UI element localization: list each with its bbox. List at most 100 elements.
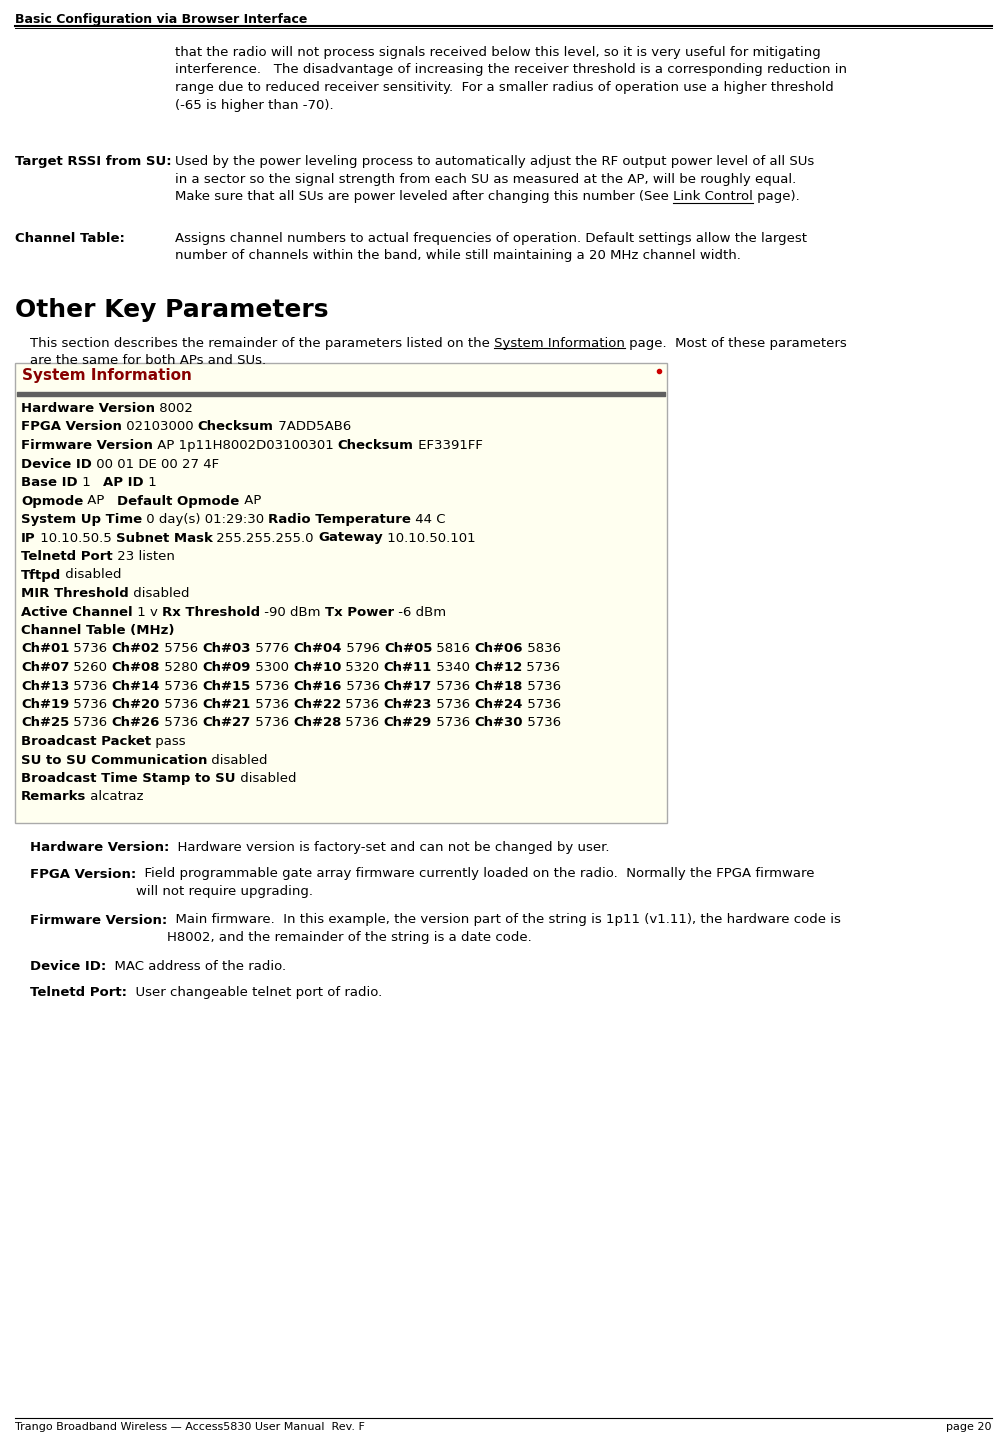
Text: Assigns channel numbers to actual frequencies of operation. Default settings all: Assigns channel numbers to actual freque… — [175, 232, 807, 262]
Text: Ch#19: Ch#19 — [21, 698, 69, 711]
Text: Ch#21: Ch#21 — [202, 698, 251, 711]
Text: Ch#11: Ch#11 — [384, 660, 432, 673]
Text: Hardware Version: Hardware Version — [21, 402, 155, 415]
Text: 1: 1 — [78, 476, 103, 489]
Text: Ch#18: Ch#18 — [474, 679, 523, 692]
Text: disabled: disabled — [236, 771, 296, 784]
Text: 5756: 5756 — [160, 643, 202, 656]
Text: Ch#04: Ch#04 — [293, 643, 341, 656]
Text: Checksum: Checksum — [338, 438, 414, 451]
Text: 5736: 5736 — [251, 717, 293, 730]
Text: Device ID: Device ID — [21, 457, 92, 470]
Text: This section describes the remainder of the parameters listed on the System Info: This section describes the remainder of … — [30, 337, 847, 368]
Text: Remarks: Remarks — [21, 790, 87, 803]
Text: Ch#08: Ch#08 — [112, 660, 160, 673]
Text: 5736: 5736 — [432, 679, 474, 692]
Text: AP ID: AP ID — [103, 476, 144, 489]
Text: 5736: 5736 — [523, 660, 561, 673]
Text: FPGA Version:: FPGA Version: — [30, 868, 136, 881]
Text: 5340: 5340 — [432, 660, 474, 673]
Text: that the radio will not process signals received below this level, so it is very: that the radio will not process signals … — [175, 46, 847, 111]
Text: Ch#02: Ch#02 — [112, 643, 160, 656]
Text: disabled: disabled — [61, 568, 122, 581]
Text: System Information: System Information — [22, 368, 192, 384]
Text: 5796: 5796 — [341, 643, 384, 656]
Text: Base ID: Base ID — [21, 476, 78, 489]
Text: Main firmware.  In this example, the version part of the string is 1p11 (v1.11),: Main firmware. In this example, the vers… — [167, 913, 841, 945]
Text: disabled: disabled — [207, 754, 268, 767]
Text: 5816: 5816 — [432, 643, 474, 656]
Text: 1 v: 1 v — [133, 606, 162, 619]
Text: AP: AP — [240, 495, 261, 508]
Text: Ch#28: Ch#28 — [293, 717, 341, 730]
Text: Broadcast Packet: Broadcast Packet — [21, 735, 151, 748]
Text: Ch#27: Ch#27 — [202, 717, 251, 730]
Text: 5280: 5280 — [160, 660, 202, 673]
Text: 5260: 5260 — [69, 660, 112, 673]
Text: 5736: 5736 — [69, 698, 112, 711]
Text: Ch#16: Ch#16 — [293, 679, 341, 692]
Text: 5736: 5736 — [69, 643, 112, 656]
Text: MIR Threshold: MIR Threshold — [21, 587, 129, 600]
Text: AP 1p11H8002D03100301: AP 1p11H8002D03100301 — [153, 438, 338, 451]
Text: 10.10.50.5: 10.10.50.5 — [35, 532, 116, 545]
Text: Ch#09: Ch#09 — [202, 660, 251, 673]
Text: 5736: 5736 — [341, 679, 384, 692]
Text: SU to SU Communication: SU to SU Communication — [21, 754, 207, 767]
Text: Target RSSI from SU:: Target RSSI from SU: — [15, 154, 171, 169]
Text: 44 C: 44 C — [412, 513, 446, 526]
Text: 5736: 5736 — [432, 698, 474, 711]
Text: Rx Threshold: Rx Threshold — [162, 606, 260, 619]
Text: 5736: 5736 — [523, 717, 561, 730]
Text: Hardware version is factory-set and can not be changed by user.: Hardware version is factory-set and can … — [169, 841, 610, 854]
FancyBboxPatch shape — [15, 363, 667, 823]
Text: 5736: 5736 — [160, 698, 202, 711]
Text: 0 day(s) 01:29:30: 0 day(s) 01:29:30 — [142, 513, 269, 526]
Text: Ch#14: Ch#14 — [112, 679, 160, 692]
Text: Ch#23: Ch#23 — [384, 698, 432, 711]
Text: Device ID:: Device ID: — [30, 959, 107, 972]
Text: 255.255.255.0: 255.255.255.0 — [212, 532, 318, 545]
Text: 5736: 5736 — [160, 679, 202, 692]
Text: disabled: disabled — [129, 587, 189, 600]
Text: User changeable telnet port of radio.: User changeable telnet port of radio. — [127, 986, 383, 999]
Text: Firmware Version: Firmware Version — [21, 438, 153, 451]
Text: Ch#25: Ch#25 — [21, 717, 69, 730]
Text: Ch#17: Ch#17 — [384, 679, 432, 692]
Text: 5736: 5736 — [69, 679, 112, 692]
Text: 5736: 5736 — [523, 679, 561, 692]
Text: FPGA Version: FPGA Version — [21, 421, 122, 434]
Text: Ch#24: Ch#24 — [474, 698, 523, 711]
Text: alcatraz: alcatraz — [87, 790, 144, 803]
Text: 5300: 5300 — [251, 660, 293, 673]
Text: Default Opmode: Default Opmode — [118, 495, 240, 508]
Text: AP: AP — [84, 495, 118, 508]
Text: Ch#06: Ch#06 — [474, 643, 524, 656]
Text: 00 01 DE 00 27 4F: 00 01 DE 00 27 4F — [92, 457, 219, 470]
Text: 10.10.50.101: 10.10.50.101 — [383, 532, 475, 545]
Text: Ch#20: Ch#20 — [112, 698, 160, 711]
Text: 5776: 5776 — [251, 643, 293, 656]
Text: 5836: 5836 — [524, 643, 561, 656]
Text: System Up Time: System Up Time — [21, 513, 142, 526]
Text: Ch#30: Ch#30 — [474, 717, 523, 730]
Text: Telnetd Port:: Telnetd Port: — [30, 986, 127, 999]
Text: 5736: 5736 — [341, 717, 384, 730]
Text: Broadcast Time Stamp to SU: Broadcast Time Stamp to SU — [21, 771, 236, 784]
Text: Field programmable gate array firmware currently loaded on the radio.  Normally : Field programmable gate array firmware c… — [136, 868, 815, 898]
Text: Checksum: Checksum — [197, 421, 274, 434]
Text: -90 dBm: -90 dBm — [260, 606, 324, 619]
Text: 1: 1 — [144, 476, 156, 489]
Text: Ch#03: Ch#03 — [202, 643, 251, 656]
Text: 7ADD5AB6: 7ADD5AB6 — [274, 421, 350, 434]
Text: 02103000: 02103000 — [122, 421, 197, 434]
Text: Opmode: Opmode — [21, 495, 84, 508]
Text: Ch#05: Ch#05 — [384, 643, 432, 656]
Text: 5320: 5320 — [341, 660, 384, 673]
Text: 23 listen: 23 listen — [113, 549, 174, 562]
Text: 5736: 5736 — [523, 698, 561, 711]
Text: Active Channel: Active Channel — [21, 606, 133, 619]
Text: 5736: 5736 — [251, 679, 293, 692]
Text: -6 dBm: -6 dBm — [394, 606, 446, 619]
Text: Ch#07: Ch#07 — [21, 660, 69, 673]
